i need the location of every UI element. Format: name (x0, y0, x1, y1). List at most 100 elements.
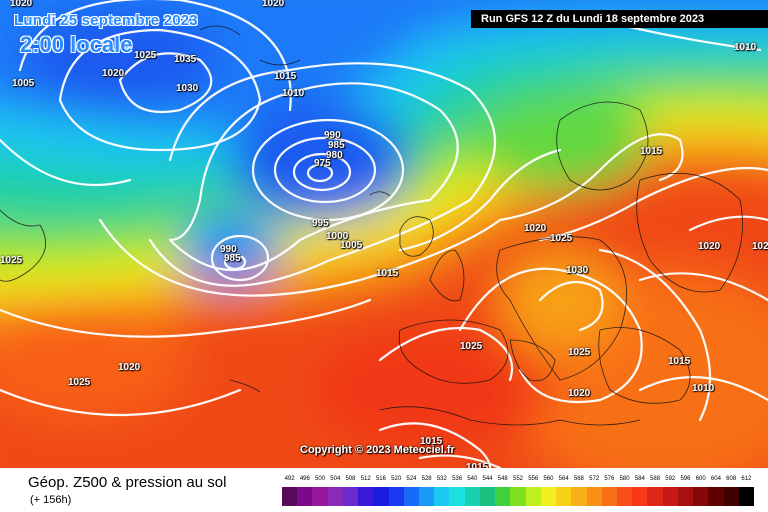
legend-swatch (495, 487, 511, 506)
legend-swatch (434, 487, 450, 506)
legend-tick-label: 608 (726, 476, 737, 482)
legend-tick-label: 504 (330, 476, 341, 482)
legend-swatch (586, 487, 603, 506)
legend-swatch (708, 487, 725, 506)
pressure-label: 1020 (698, 241, 721, 252)
pressure-label: 1020 (568, 388, 591, 399)
weather-map: Lundi 25 septembre 2023 2:00 locale Run … (0, 0, 768, 468)
pressure-label: 1015 (668, 356, 691, 367)
pressure-label: 1020 (118, 362, 141, 373)
pressure-label: 1005 (12, 78, 35, 89)
legend-tick-label: 552 (512, 476, 523, 482)
legend-swatch (677, 487, 694, 506)
pressure-label: 1015 (420, 436, 443, 447)
pressure-label: 1020 (262, 0, 285, 9)
legend-tick-label: 540 (467, 476, 478, 482)
legend-swatch (327, 487, 344, 506)
legend-tick-label: 520 (391, 476, 402, 482)
color-scale-legend: 492 496 500 504 508 512 516 520 524 528 532 536 540 5… (282, 476, 755, 508)
legend-tick-label: 572 (589, 476, 600, 482)
legend-tick-label: 596 (680, 476, 691, 482)
map-footer: Géop. Z500 & pression au sol (+ 156h) 49… (0, 468, 768, 512)
legend-swatch (312, 487, 329, 506)
legend-swatch (388, 487, 405, 506)
pressure-label: 1015 (376, 268, 399, 279)
pressure-label: 1025 (550, 233, 573, 244)
pressure-label: 985 (224, 253, 241, 264)
legend-swatch (419, 487, 435, 506)
pressure-label: 995 (312, 218, 329, 229)
pressure-label: 1015 (274, 71, 297, 82)
pressure-label: 1030 (566, 265, 589, 276)
legend-tick-label: 588 (650, 476, 661, 482)
legend-swatch (479, 487, 496, 506)
pressure-label: 1015 (640, 146, 663, 157)
legend-tick-label: 524 (406, 476, 417, 482)
pressure-label: 975 (314, 158, 331, 169)
pressure-label: 1025 (568, 347, 591, 358)
legend-swatch (556, 487, 572, 506)
geopotential-field (0, 0, 768, 468)
legend-swatch (738, 487, 755, 506)
pressure-label: 1025 (68, 377, 91, 388)
pressure-label: 1035 (174, 54, 197, 65)
forecast-date: Lundi 25 septembre 2023 (14, 12, 198, 29)
legend-swatch (373, 487, 390, 506)
legend-tick-label: 528 (421, 476, 432, 482)
copyright-notice: Copyright © 2023 Meteociel.fr (300, 444, 455, 456)
legend-tick-label: 604 (710, 476, 721, 482)
legend-tick-label: 556 (528, 476, 539, 482)
pressure-label: 980 (326, 150, 343, 161)
field-title: Géop. Z500 & pression au sol (28, 474, 227, 491)
pressure-label: 1005 (340, 240, 363, 251)
legend-tick-label: 584 (634, 476, 645, 482)
pressure-label: 990 (220, 244, 237, 255)
legend-tick-label: 492 (284, 476, 295, 482)
forecast-time: 2:00 locale (20, 32, 133, 57)
pressure-label: 1020 (752, 241, 768, 252)
pressure-label: 1030 (176, 83, 199, 94)
legend-swatch (540, 487, 557, 506)
legend-swatch (464, 487, 481, 506)
pressure-label: 1010 (282, 88, 305, 99)
pressure-label: 1010 (734, 42, 757, 53)
legend-swatch (358, 487, 374, 506)
legend-swatch (647, 487, 664, 506)
legend-swatch (601, 487, 618, 506)
legend-tick-label: 580 (619, 476, 630, 482)
pressure-label: 1020 (524, 223, 547, 234)
legend-swatch (616, 487, 633, 506)
model-run-banner: Run GFS 12 Z du Lundi 18 septembre 2023 (471, 10, 768, 28)
legend-swatch (571, 487, 587, 506)
pressure-label: 1010 (692, 383, 715, 394)
legend-tick-label: 564 (558, 476, 569, 482)
legend-swatch (449, 487, 466, 506)
legend-tick-label: 532 (436, 476, 447, 482)
legend-swatch (342, 487, 359, 506)
legend-tick-label: 516 (375, 476, 386, 482)
pressure-label: 1015 (466, 462, 489, 468)
legend-tick-label: 508 (345, 476, 356, 482)
legend-tick-label: 576 (604, 476, 615, 482)
legend-swatch (723, 487, 740, 506)
legend-tick-label: 592 (665, 476, 676, 482)
pressure-label: 1025 (460, 341, 483, 352)
legend-tick-label: 612 (741, 476, 752, 482)
legend-swatch (510, 487, 527, 506)
legend-tick-label: 600 (695, 476, 706, 482)
legend-swatch (632, 487, 648, 506)
legend-swatch (693, 487, 709, 506)
pressure-label: 1025 (0, 255, 23, 266)
pressure-label: 985 (328, 140, 345, 151)
pressure-label: 1020 (102, 68, 125, 79)
pressure-label: 1025 (134, 50, 157, 61)
legend-tick-label: 500 (315, 476, 326, 482)
legend-swatch (282, 487, 298, 506)
forecast-lead-time: (+ 156h) (30, 494, 72, 506)
legend-swatch (403, 487, 420, 506)
legend-tick-label: 512 (360, 476, 371, 482)
legend-tick-label: 536 (452, 476, 463, 482)
pressure-label: 1020 (10, 0, 33, 9)
legend-tick-label: 560 (543, 476, 554, 482)
legend-swatch (525, 487, 542, 506)
